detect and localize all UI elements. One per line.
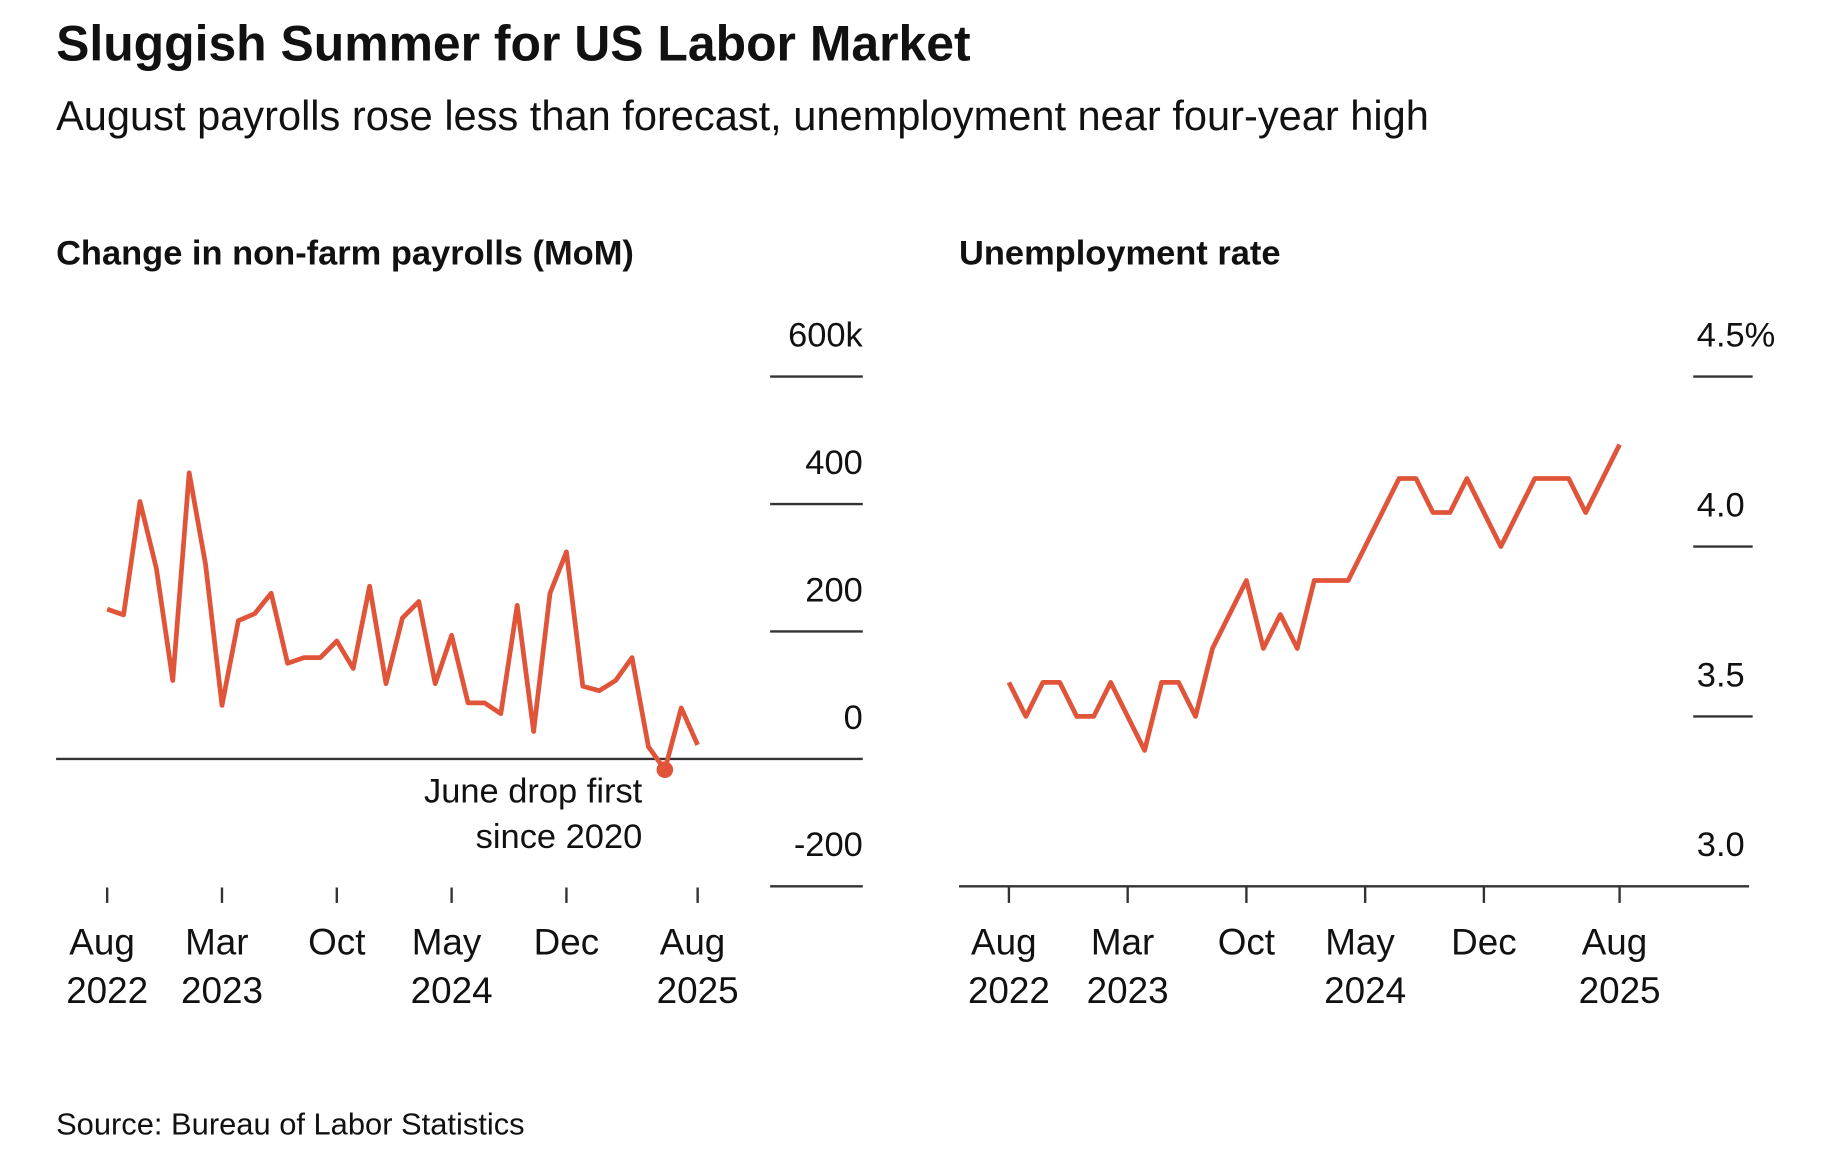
y-tick-label: -200 bbox=[794, 826, 863, 864]
x-tick-label: Dec bbox=[534, 921, 600, 962]
y-tick-label: 400 bbox=[805, 444, 862, 482]
y-tick-label: 3.0 bbox=[1697, 826, 1745, 864]
highlight-dot bbox=[656, 761, 674, 779]
panel-title: Unemployment rate bbox=[959, 235, 1281, 273]
chart-subtitle: August payrolls rose less than forecast,… bbox=[56, 92, 1429, 139]
x-tick-label: Oct bbox=[308, 921, 365, 962]
chart-title: Sluggish Summer for US Labor Market bbox=[56, 16, 971, 72]
annotation: since 2020 bbox=[476, 818, 643, 856]
data-line bbox=[106, 470, 700, 773]
x-tick-label: Aug 2022 bbox=[66, 921, 148, 1011]
data-line bbox=[1006, 443, 1622, 753]
y-tick-label: 600k bbox=[788, 317, 863, 355]
y-tick-label: 4.5% bbox=[1697, 317, 1776, 355]
x-tick-label: Aug 2025 bbox=[657, 921, 739, 1011]
x-tick-label: Mar 2023 bbox=[1087, 921, 1169, 1011]
x-tick-label: May 2024 bbox=[411, 921, 493, 1011]
x-tick-label: Aug 2025 bbox=[1579, 921, 1661, 1011]
x-tick-label: Aug 2022 bbox=[968, 921, 1050, 1011]
panel-title: Change in non-farm payrolls (MoM) bbox=[56, 235, 634, 273]
x-tick-label: May 2024 bbox=[1324, 921, 1406, 1011]
x-tick-label: Oct bbox=[1218, 921, 1275, 962]
source: Source: Bureau of Labor Statistics bbox=[56, 1106, 525, 1141]
x-tick-label: Dec bbox=[1451, 921, 1517, 962]
y-tick-label: 3.5 bbox=[1697, 656, 1745, 694]
y-tick-label: 4.0 bbox=[1697, 486, 1745, 524]
x-tick-label: Mar 2023 bbox=[181, 921, 263, 1011]
y-tick-label: 200 bbox=[805, 571, 862, 609]
annotation: June drop first bbox=[424, 773, 643, 811]
y-tick-label: 0 bbox=[844, 699, 863, 737]
